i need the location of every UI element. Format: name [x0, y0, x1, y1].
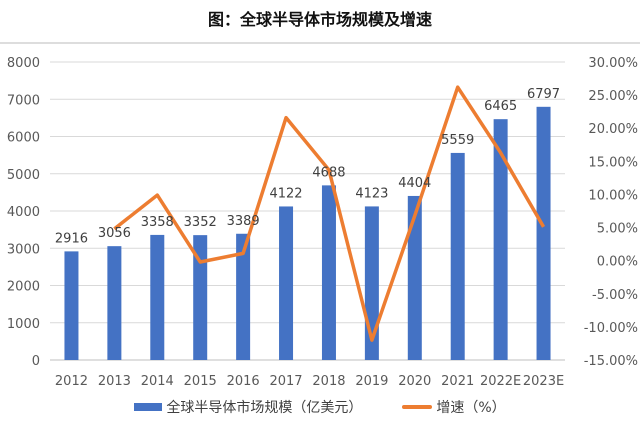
- bar-2017: [279, 206, 294, 360]
- left-axis-tick: 3000: [7, 242, 40, 257]
- left-axis-tick: 8000: [7, 56, 40, 71]
- bar-data-label: 6797: [527, 87, 560, 102]
- bar-2012: [64, 251, 79, 360]
- left-axis-tick: 5000: [7, 168, 40, 183]
- chart-title: 图：全球半导体市场规模及增速: [207, 10, 432, 29]
- right-axis-tick: -5.00%: [592, 288, 638, 303]
- right-axis-tick: 25.00%: [588, 89, 638, 104]
- right-axis-tick: 5.00%: [597, 222, 638, 237]
- bar-data-label: 3056: [98, 226, 131, 241]
- legend-line-swatch: [402, 405, 433, 409]
- left-axis-tick: 7000: [7, 93, 40, 108]
- legend-bar-swatch: [134, 403, 163, 411]
- right-axis-tick: 0.00%: [597, 255, 638, 270]
- legend-label-market-size: 全球半导体市场规模（亿美元）: [166, 400, 363, 416]
- bar-2013: [107, 246, 122, 360]
- bar-2018: [321, 185, 336, 360]
- bar-2023E: [536, 106, 551, 360]
- right-axis-tick: 15.00%: [588, 155, 638, 170]
- left-axis-tick: 4000: [7, 205, 40, 220]
- x-axis-tick: 2013: [98, 374, 131, 389]
- bar-2014: [150, 234, 165, 360]
- right-axis-tick: 30.00%: [588, 56, 638, 71]
- right-axis-tick: -10.00%: [584, 321, 638, 336]
- right-axis-tick: 10.00%: [588, 188, 638, 203]
- x-axis-tick: 2017: [269, 374, 302, 389]
- bar-2021: [450, 152, 465, 360]
- bar-data-label: 4122: [269, 186, 302, 201]
- title-divider: [0, 42, 640, 44]
- bar-data-label: 4404: [398, 176, 431, 191]
- x-axis-tick: 2021: [441, 374, 474, 389]
- bar-data-label: 6465: [484, 99, 517, 114]
- x-axis-tick: 2020: [398, 374, 431, 389]
- legend-item-market-size: 全球半导体市场规模（亿美元）: [134, 397, 362, 417]
- left-axis-tick: 2000: [7, 280, 40, 295]
- right-axis-tick: 20.00%: [588, 122, 638, 137]
- bar-data-label: 5559: [441, 133, 474, 148]
- x-axis-tick: 2018: [312, 374, 345, 389]
- bar-2020: [407, 195, 422, 360]
- x-axis-tick: 2019: [355, 374, 388, 389]
- bar-data-label: 4123: [355, 186, 388, 201]
- bar-data-label: 3389: [227, 214, 260, 229]
- bar-2016: [236, 233, 251, 360]
- bar-data-label: 3352: [184, 215, 217, 230]
- x-axis-tick: 2016: [227, 374, 260, 389]
- legend-item-growth: 增速（%）: [402, 397, 506, 417]
- bar-2022E: [493, 119, 508, 361]
- x-axis-tick: 2015: [184, 374, 217, 389]
- x-axis-tick: 2012: [55, 374, 88, 389]
- x-axis-tick: 2023E: [523, 374, 564, 389]
- left-axis-tick: 0: [32, 354, 40, 369]
- x-axis-tick: 2014: [141, 374, 174, 389]
- bar-data-label: 2916: [55, 231, 88, 246]
- bar-data-label: 3358: [141, 215, 174, 230]
- right-axis-tick: -15.00%: [584, 354, 638, 369]
- legend: 全球半导体市场规模（亿美元） 增速（%）: [0, 397, 640, 417]
- left-axis-tick: 1000: [7, 317, 40, 332]
- x-axis-tick: 2022E: [480, 374, 521, 389]
- legend-label-growth: 增速（%）: [436, 400, 506, 416]
- bar-2015: [193, 235, 208, 360]
- bar-data-label: 4688: [312, 165, 345, 180]
- left-axis-tick: 6000: [7, 131, 40, 146]
